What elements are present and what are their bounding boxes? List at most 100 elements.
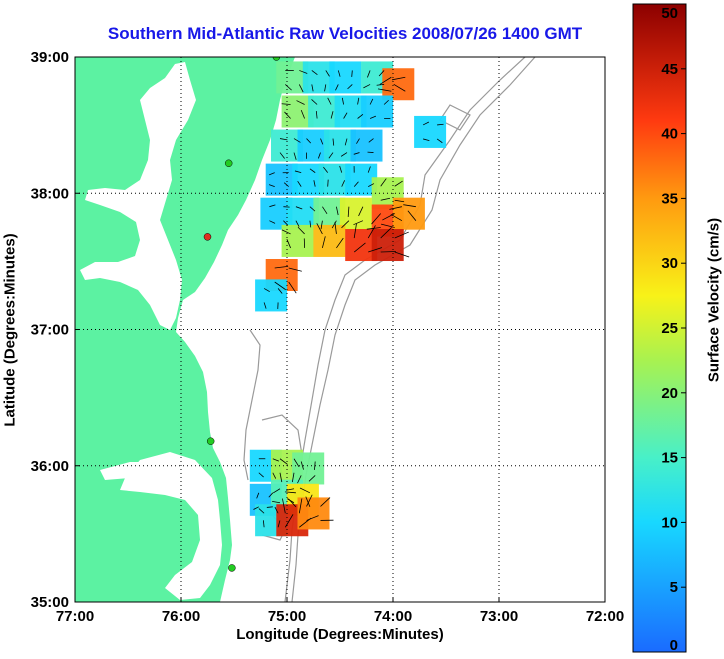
- velocity-arrow: [380, 197, 391, 201]
- velocity-arrow: [274, 281, 286, 291]
- velocity-arrow: [394, 251, 410, 258]
- velocity-arrow: [284, 111, 291, 119]
- velocity-arrow: [367, 166, 371, 173]
- velocity-arrow: [422, 138, 430, 142]
- velocity-arrow: [291, 472, 295, 483]
- velocity-arrow: [335, 84, 339, 91]
- x-tick-label: 73:00: [480, 608, 518, 625]
- velocity-cell: [392, 197, 425, 230]
- velocity-arrow: [383, 99, 389, 105]
- velocity-arrow: [279, 138, 288, 141]
- velocity-arrow: [436, 138, 443, 144]
- velocity-arrow: [283, 182, 289, 187]
- velocity-cell: [255, 279, 288, 312]
- velocity-arrow: [297, 475, 302, 484]
- velocity-arrow: [258, 508, 265, 514]
- chart-title: Southern Mid-Atlantic Raw Velocities 200…: [107, 24, 583, 43]
- velocity-arrow: [336, 237, 344, 249]
- velocity-arrow: [262, 520, 265, 528]
- velocity-arrow: [299, 487, 311, 494]
- velocity-arrow: [274, 506, 279, 514]
- velocity-arrow: [294, 170, 302, 174]
- colorbar-tick-label: 5: [670, 579, 678, 596]
- velocity-arrow: [256, 492, 260, 499]
- velocity-arrow: [309, 168, 316, 173]
- velocity-arrow: [279, 152, 285, 159]
- velocity-arrow: [356, 138, 360, 144]
- x-tick-label: 76:00: [162, 608, 200, 625]
- colorbar-tick-label: 0: [670, 637, 678, 654]
- velocity-arrow: [339, 165, 343, 173]
- velocity-arrow: [293, 152, 297, 160]
- velocity-arrow: [253, 506, 259, 510]
- station-marker: [224, 159, 233, 168]
- velocity-arrow: [320, 138, 324, 145]
- velocity-arrow: [341, 220, 350, 229]
- velocity-arrow: [369, 115, 377, 119]
- x-tick-label: 74:00: [374, 608, 412, 625]
- velocity-arrow: [324, 84, 327, 92]
- velocity-arrow: [389, 206, 402, 210]
- velocity-arrow: [297, 180, 302, 187]
- velocity-arrow: [281, 103, 291, 105]
- velocity-arrow: [268, 492, 274, 498]
- velocity-arrow: [263, 302, 267, 309]
- velocity-arrow: [277, 520, 281, 528]
- velocity-cell: [281, 224, 314, 257]
- colorbar-ticks: 0 5 10 15 20 25 30 35 40 45 50: [661, 3, 686, 654]
- velocity-arrow: [332, 138, 335, 146]
- velocity-arrow: [311, 70, 318, 75]
- velocity-arrow: [336, 206, 339, 216]
- velocity-arrow: [288, 281, 297, 294]
- velocity-arrow: [347, 206, 350, 217]
- velocity-arrow: [295, 206, 303, 210]
- colorbar-tick-label: 15: [661, 450, 678, 467]
- station-marker: [272, 57, 281, 61]
- velocity-arrow: [285, 84, 292, 91]
- velocity-arrows: [253, 70, 444, 528]
- velocity-arrow: [273, 488, 281, 494]
- velocity-arrow: [320, 497, 331, 507]
- velocity-arrow: [347, 84, 353, 90]
- velocity-arrow: [327, 97, 332, 105]
- velocity-arrow: [353, 220, 364, 226]
- velocity-arrow: [279, 458, 288, 465]
- velocity-arrow: [272, 472, 277, 479]
- colorbar-tick-label: 40: [661, 126, 678, 143]
- y-tick-label: 38:00: [31, 185, 69, 202]
- velocity-arrow: [272, 458, 280, 462]
- velocity-arrow: [268, 172, 275, 176]
- velocity-arrow: [382, 213, 395, 221]
- velocity-arrow: [316, 223, 323, 235]
- velocity-arrow: [263, 288, 270, 293]
- velocity-field: [249, 61, 447, 537]
- velocity-arrow: [344, 138, 348, 146]
- velocity-arrow: [358, 206, 364, 217]
- station-marker: [206, 437, 215, 445]
- velocity-arrow: [300, 461, 304, 470]
- velocity-arrow: [315, 110, 318, 119]
- x-axis-label: Longitude (Degrees:Minutes): [236, 626, 444, 643]
- velocity-arrow: [311, 84, 314, 92]
- velocity-arrow: [330, 111, 334, 119]
- velocity-arrow: [322, 206, 328, 215]
- velocity-arrow: [357, 114, 364, 119]
- velocity-arrow: [317, 152, 321, 159]
- velocity-cell: [350, 129, 383, 162]
- velocity-arrow: [322, 236, 326, 249]
- velocity-arrow: [274, 265, 289, 269]
- colorbar-tick-label: 25: [661, 320, 678, 337]
- velocity-arrow: [353, 152, 360, 155]
- x-tick-label: 75:00: [268, 608, 306, 625]
- velocity-arrow: [390, 213, 403, 222]
- velocity-arrow: [313, 180, 316, 187]
- velocity-arrow: [320, 220, 323, 230]
- velocity-arrow: [367, 225, 376, 239]
- colorbar-tick-label: 50: [661, 5, 678, 22]
- velocity-arrow: [295, 220, 300, 227]
- velocity-arrow: [368, 183, 375, 187]
- velocity-cell: [313, 224, 346, 257]
- velocity-arrow: [381, 223, 395, 228]
- velocity-arrow: [353, 181, 359, 187]
